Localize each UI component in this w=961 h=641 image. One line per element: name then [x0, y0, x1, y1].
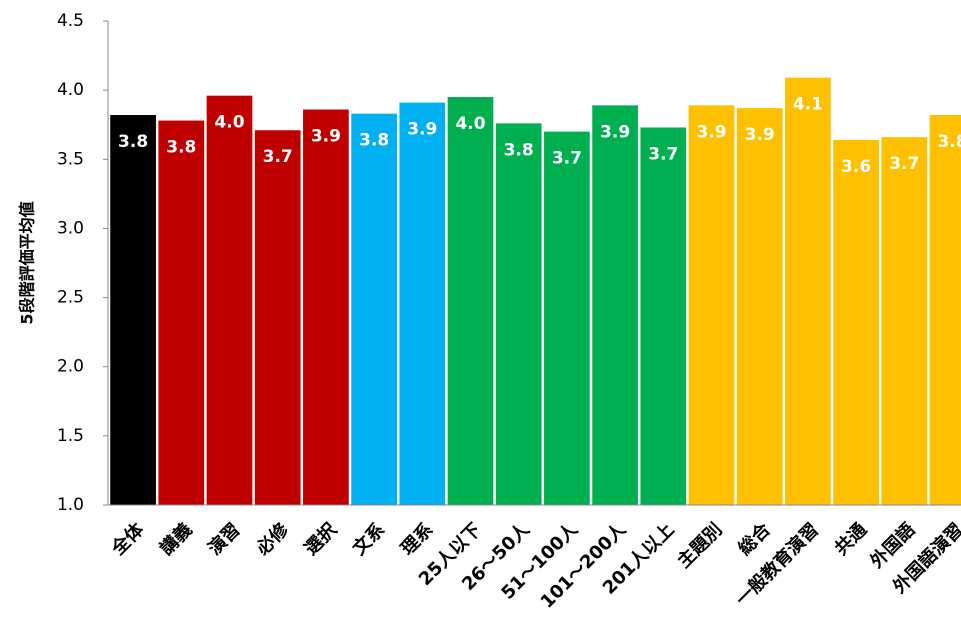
value-label: 3.8 — [118, 132, 148, 152]
x-tick-label: 主題別 — [673, 519, 727, 573]
bar — [688, 105, 735, 506]
value-label: 3.8 — [166, 138, 196, 158]
value-label: 4.0 — [455, 114, 485, 134]
value-label: 3.7 — [263, 147, 293, 167]
x-tick-label: 講義 — [155, 519, 196, 560]
bar — [110, 115, 156, 505]
y-tick-label: 1.5 — [57, 426, 84, 446]
value-label: 3.7 — [889, 154, 919, 174]
value-label: 4.1 — [793, 95, 823, 115]
y-tick-label: 3.5 — [57, 149, 84, 169]
bar — [736, 108, 783, 506]
value-label: 3.7 — [648, 144, 678, 164]
y-tick-label: 2.0 — [57, 357, 84, 377]
x-tick-label: 理系 — [397, 519, 437, 559]
value-label: 3.8 — [359, 131, 389, 151]
y-tick-label: 1.0 — [57, 495, 84, 515]
value-label: 3.7 — [552, 149, 582, 169]
value-label: 4.0 — [214, 113, 244, 133]
y-tick-label: 4.5 — [57, 11, 84, 31]
x-tick-label: 共通 — [831, 519, 871, 559]
value-label: 3.9 — [745, 125, 775, 145]
bar — [592, 105, 638, 506]
value-label: 3.6 — [841, 157, 871, 177]
bar — [544, 131, 590, 505]
x-tick-label: 必修 — [251, 518, 293, 560]
value-label: 3.9 — [311, 127, 341, 147]
bar — [447, 97, 494, 506]
x-tick-label: 文系 — [348, 519, 389, 560]
bar — [833, 139, 879, 505]
x-tick-label: 一般教育演習 — [731, 519, 823, 611]
x-tick-label: 総合 — [734, 518, 776, 560]
bar — [303, 109, 349, 505]
bar — [785, 77, 831, 505]
value-label: 3.8 — [504, 140, 534, 160]
value-label: 3.9 — [696, 122, 726, 142]
bar — [881, 137, 928, 505]
y-tick-label: 3.0 — [57, 218, 84, 238]
bar — [929, 115, 961, 505]
value-label: 3.8 — [937, 132, 961, 152]
y-tick-label: 4.0 — [57, 80, 84, 100]
bar — [495, 123, 542, 506]
y-tick-label: 2.5 — [57, 288, 84, 308]
y-axis-title: 5段階評価平均値 — [18, 201, 37, 324]
x-tick-label: 選択 — [301, 519, 342, 560]
value-label: 3.9 — [407, 120, 437, 140]
value-label: 3.9 — [600, 122, 630, 142]
bar — [206, 95, 253, 505]
x-tick-label: 演習 — [204, 519, 245, 560]
bar — [640, 127, 687, 505]
bar — [399, 102, 446, 506]
bar — [254, 130, 301, 505]
bar — [158, 120, 205, 506]
bar — [351, 113, 397, 505]
x-tick-label: 全体 — [106, 518, 148, 560]
